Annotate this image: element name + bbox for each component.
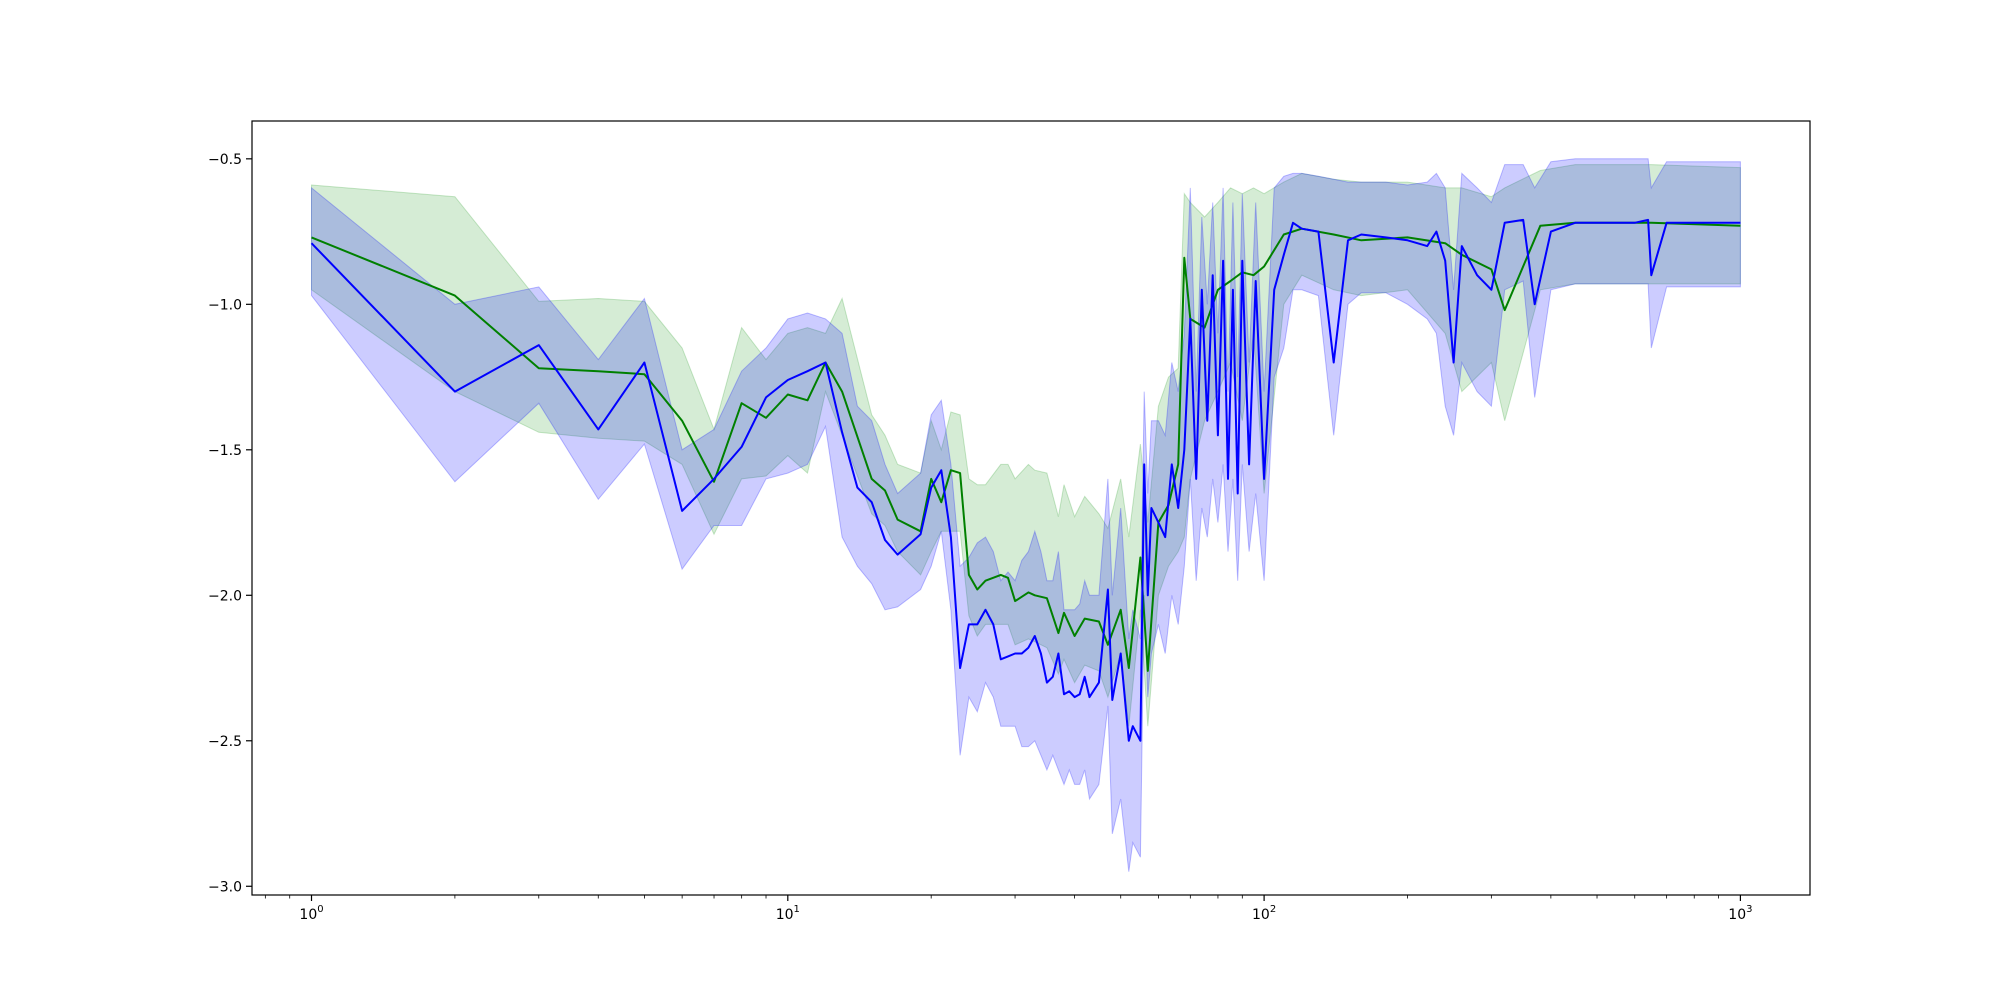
x-tick-label: 103 xyxy=(1728,904,1752,923)
y-tick-label: −1.5 xyxy=(208,443,242,459)
confidence-bands xyxy=(311,158,1741,872)
y-tick-label: −0.5 xyxy=(208,152,242,168)
axes-frame xyxy=(251,120,1811,896)
x-tick-label: 100 xyxy=(299,904,323,923)
y-tick-label: −2.0 xyxy=(208,588,242,604)
series-0-band xyxy=(311,164,1741,727)
x-tick-label: 102 xyxy=(1252,904,1276,923)
plot-area xyxy=(310,158,1741,872)
x-tick-label: 101 xyxy=(776,904,800,923)
y-tick-label: −1.0 xyxy=(208,297,242,313)
series-0-line xyxy=(311,221,1741,672)
y-tick-label: −2.5 xyxy=(208,734,242,750)
y-tick-label: −3.0 xyxy=(208,879,242,895)
series-1-band xyxy=(311,158,1741,872)
x-axis: 100 101 102 103 xyxy=(264,895,1753,923)
series-1-line xyxy=(310,218,1741,742)
series-lines xyxy=(310,218,1741,742)
y-axis: −0.5 −1.0 −1.5 −2.0 −2.5 −3.0 xyxy=(208,152,252,895)
